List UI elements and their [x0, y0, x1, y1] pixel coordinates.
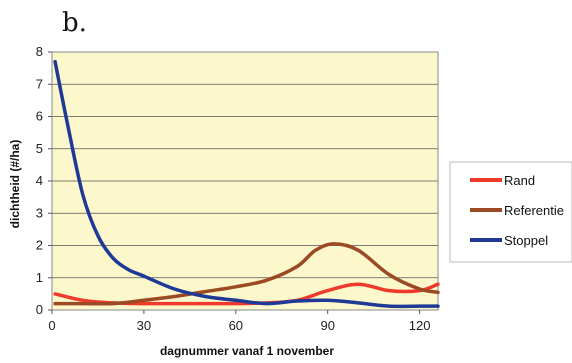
series-line-stoppel	[53, 59, 440, 309]
y-axis-label: dichtheid (#/ha)	[8, 140, 22, 229]
x-tick-label: 120	[409, 318, 431, 333]
legend: Rand Referentie Stoppel	[449, 161, 572, 263]
legend-label-referentie: Referentie	[504, 203, 564, 218]
x-tick-label: 90	[320, 318, 334, 333]
gridlines	[52, 51, 438, 311]
y-tick-label: 3	[36, 205, 43, 220]
y-tick-label: 5	[36, 141, 43, 156]
y-tick-label: 7	[36, 76, 43, 91]
y-tick-label: 8	[36, 44, 43, 59]
y-tick-label: 1	[36, 270, 43, 285]
y-axis-ticks: 0 1 2 3 4 5 6 7 8	[36, 44, 52, 317]
x-tick-label: 30	[137, 318, 151, 333]
y-tick-label: 2	[36, 238, 43, 253]
y-tick-label: 0	[36, 302, 43, 317]
x-tick-label: 60	[229, 318, 243, 333]
legend-label-stoppel: Stoppel	[504, 233, 548, 248]
legend-label-rand: Rand	[504, 173, 535, 188]
x-axis-label: dagnummer vanaf 1 november	[160, 344, 334, 358]
panel-label: b.	[62, 8, 87, 38]
series-line-referentie	[53, 242, 440, 306]
x-tick-label: 0	[48, 318, 55, 333]
x-axis-ticks: 0 30 60 90 120	[48, 310, 430, 333]
series-lines	[53, 59, 440, 309]
y-tick-label: 6	[36, 109, 43, 124]
y-tick-label: 4	[36, 173, 43, 188]
